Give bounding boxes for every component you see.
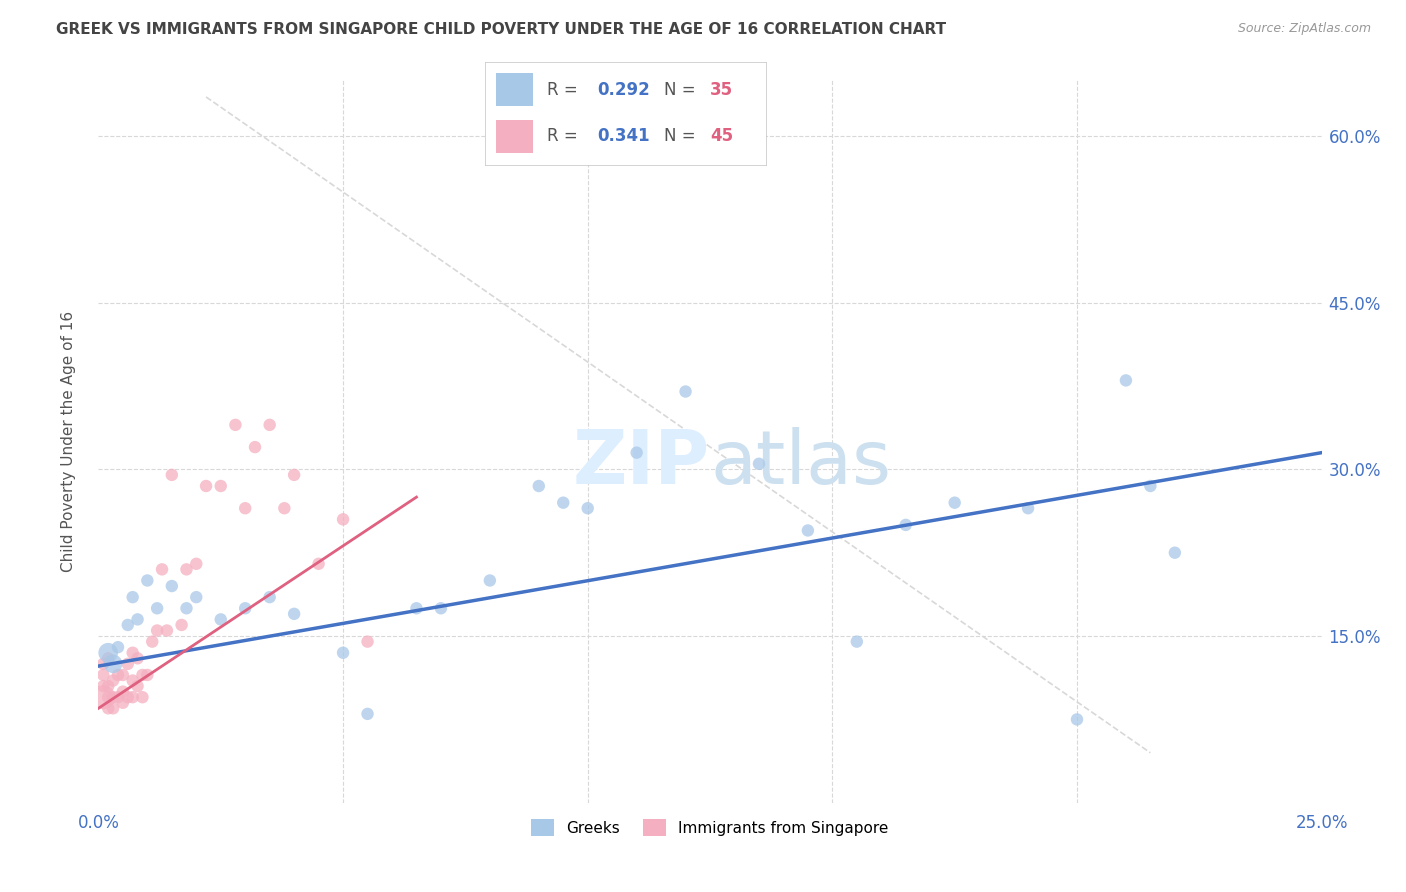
Text: 45: 45 [710, 127, 733, 145]
Point [748, 457, 770, 471]
Point [186, 557, 208, 571]
Point [146, 601, 169, 615]
Point [101, 673, 124, 688]
Point [150, 562, 173, 576]
Text: atlas: atlas [710, 426, 891, 500]
Point [121, 646, 143, 660]
Point [186, 590, 208, 604]
Point [332, 646, 354, 660]
Text: N =: N = [664, 80, 700, 99]
Point [209, 612, 232, 626]
Point [160, 579, 183, 593]
Point [233, 501, 256, 516]
Point [121, 590, 143, 604]
Text: ZIP: ZIP [572, 426, 710, 500]
Point [101, 690, 124, 705]
Point [576, 501, 599, 516]
Point [195, 479, 218, 493]
Text: R =: R = [547, 127, 583, 145]
Legend: Greeks, Immigrants from Singapore: Greeks, Immigrants from Singapore [526, 814, 894, 842]
Point [107, 640, 129, 655]
Point [91, 668, 114, 682]
Text: Source: ZipAtlas.com: Source: ZipAtlas.com [1237, 22, 1371, 36]
Point [176, 562, 198, 576]
Point [117, 618, 139, 632]
Point [127, 651, 149, 665]
Point [553, 496, 575, 510]
Point [97, 701, 120, 715]
Point [107, 668, 129, 682]
Point [176, 601, 198, 615]
Point [527, 479, 550, 493]
Point [97, 646, 120, 660]
Point [121, 673, 143, 688]
Point [131, 668, 153, 682]
Point [101, 701, 124, 715]
Point [283, 607, 305, 621]
Point [136, 574, 159, 588]
Point [894, 517, 917, 532]
Point [1115, 373, 1137, 387]
Point [356, 706, 378, 721]
Text: 35: 35 [710, 80, 733, 99]
Point [1164, 546, 1187, 560]
Point [1017, 501, 1039, 516]
Point [259, 417, 281, 432]
Point [430, 601, 453, 615]
Point [259, 590, 281, 604]
Point [121, 690, 143, 705]
Point [101, 657, 124, 671]
Point [224, 417, 246, 432]
Point [91, 657, 114, 671]
Point [170, 618, 193, 632]
Point [131, 690, 153, 705]
Text: N =: N = [664, 127, 700, 145]
Point [111, 668, 134, 682]
Point [243, 440, 266, 454]
Point [91, 679, 114, 693]
Point [127, 612, 149, 626]
Point [97, 679, 120, 693]
Text: R =: R = [547, 80, 583, 99]
Point [97, 651, 120, 665]
Point [91, 690, 114, 705]
Point [146, 624, 169, 638]
Point [845, 634, 868, 648]
Text: 0.292: 0.292 [598, 80, 651, 99]
Point [107, 690, 129, 705]
Point [1066, 713, 1088, 727]
Point [117, 657, 139, 671]
Text: GREEK VS IMMIGRANTS FROM SINGAPORE CHILD POVERTY UNDER THE AGE OF 16 CORRELATION: GREEK VS IMMIGRANTS FROM SINGAPORE CHILD… [56, 22, 946, 37]
Point [283, 467, 305, 482]
Point [478, 574, 501, 588]
Point [117, 690, 139, 705]
Point [233, 601, 256, 615]
Point [97, 690, 120, 705]
Point [273, 501, 295, 516]
Bar [496, 120, 533, 153]
Point [405, 601, 427, 615]
Point [332, 512, 354, 526]
Point [797, 524, 820, 538]
Point [136, 668, 159, 682]
Point [111, 684, 134, 698]
Point [675, 384, 697, 399]
Point [141, 634, 163, 648]
Point [626, 445, 648, 459]
Bar [496, 73, 533, 105]
Point [943, 496, 966, 510]
Y-axis label: Child Poverty Under the Age of 16: Child Poverty Under the Age of 16 [62, 311, 76, 572]
Point [160, 467, 183, 482]
Point [111, 696, 134, 710]
Point [156, 624, 179, 638]
Point [308, 557, 330, 571]
Point [209, 479, 232, 493]
Point [1139, 479, 1161, 493]
Text: 0.341: 0.341 [598, 127, 650, 145]
Point [356, 634, 378, 648]
Point [127, 679, 149, 693]
